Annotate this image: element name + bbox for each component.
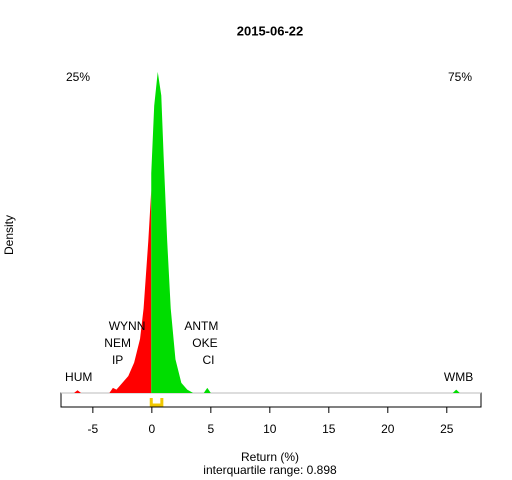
chart-title: 2015-06-22 [237, 23, 304, 38]
x-tick-label: 10 [263, 422, 277, 436]
x-axis-label: Return (%) [241, 450, 299, 464]
x-tick-label: 25 [440, 422, 454, 436]
x-tick-label: 0 [148, 422, 155, 436]
annotation: WMB [444, 370, 473, 384]
annotation: CI [202, 353, 214, 367]
annotation: WYNN [109, 319, 146, 333]
annotation: OKE [192, 336, 217, 350]
annotation: ANTM [184, 319, 218, 333]
density-area [73, 190, 152, 393]
x-tick-label: 15 [322, 422, 336, 436]
x-tick-label: 5 [207, 422, 214, 436]
x-tick-label: 20 [381, 422, 395, 436]
x-tick-label: -5 [88, 422, 99, 436]
y-axis-label: Density [2, 215, 16, 255]
quantile-label: 75% [448, 70, 472, 84]
annotation: NEM [104, 336, 131, 350]
annotation: IP [112, 353, 123, 367]
annotation: HUM [65, 370, 92, 384]
subtitle: interquartile range: 0.898 [203, 463, 337, 477]
quantile-label: 25% [66, 70, 90, 84]
plot-frame [60, 392, 482, 408]
iqr-marker [149, 398, 164, 407]
